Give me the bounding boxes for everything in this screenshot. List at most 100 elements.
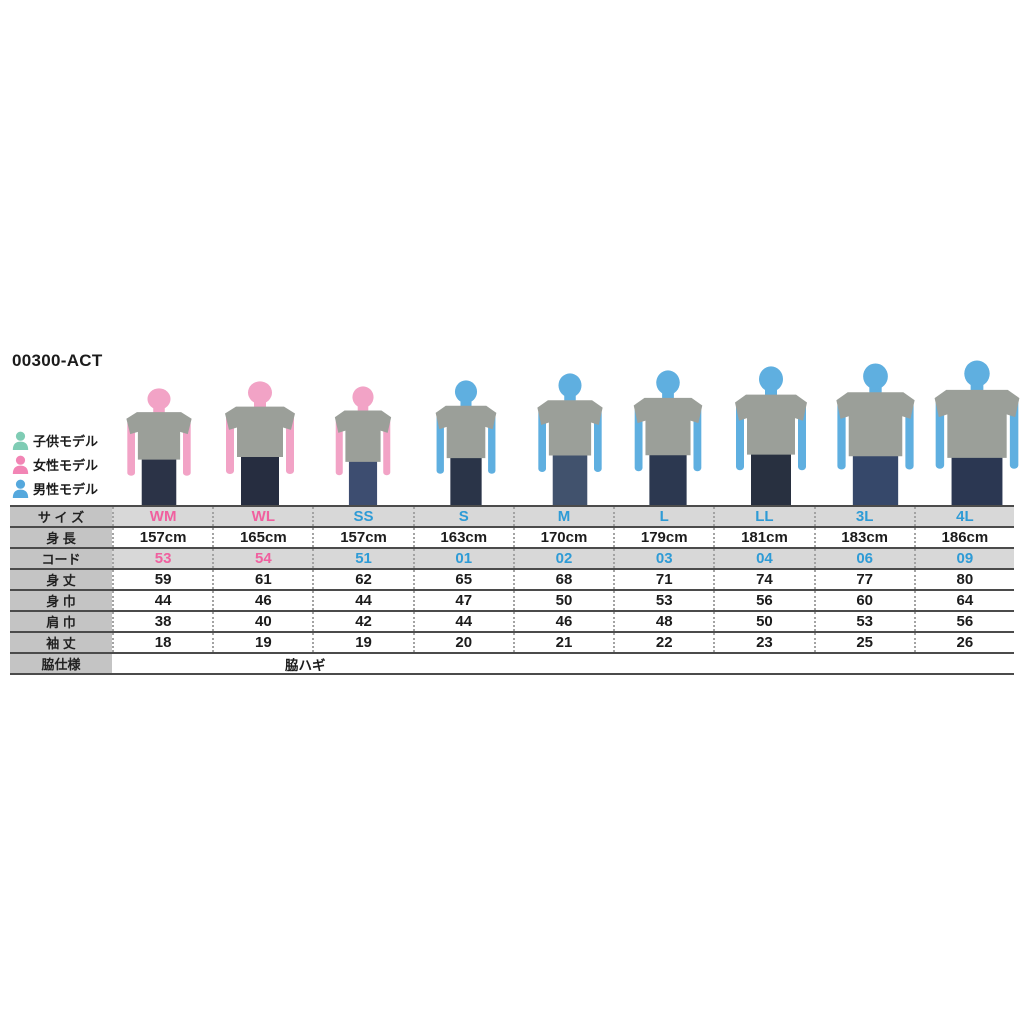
row-label: 袖 丈 [10, 633, 112, 652]
table-cell: 68 [512, 570, 614, 589]
table-cell: 22 [613, 633, 714, 652]
legend-label: 子供モデル [33, 434, 99, 449]
table-cell: 01 [412, 549, 513, 568]
table-cell: 54 [212, 549, 313, 568]
model-photo-3l [835, 363, 915, 505]
model-photos [0, 0, 1024, 505]
table-cell: M [512, 507, 614, 526]
row-label: 身 巾 [10, 591, 112, 610]
product-code: 00300-ACT [12, 351, 103, 370]
legend-item-1: 女性モデル [12, 455, 98, 474]
table-cell: 09 [913, 549, 1014, 568]
table-cell: 44 [112, 591, 213, 610]
table-cell: 71 [613, 570, 714, 589]
row-label: 脇仕様 [10, 654, 112, 673]
model-photo-ll [735, 366, 807, 505]
table-cell: 65 [412, 570, 513, 589]
legend-label: 男性モデル [33, 482, 99, 497]
table-row-4: 身 巾 44 46 44 47 50 53 56 60 64 [10, 591, 1014, 612]
table-cell: 18 [112, 633, 213, 652]
table-cell: 59 [112, 570, 213, 589]
table-cell: 179cm [613, 528, 714, 547]
table-cell: 157cm [312, 528, 413, 547]
table-cell: WL [212, 507, 313, 526]
table-row-0: サ イ ズ WM WL SS S M L LL 3L 4L [10, 507, 1014, 528]
table-cell: 21 [512, 633, 614, 652]
model-legend: 子供モデル女性モデル男性モデル [12, 431, 98, 498]
table-cell: L [613, 507, 714, 526]
table-cell: 03 [613, 549, 714, 568]
table-cell: 61 [212, 570, 313, 589]
table-cell: 04 [713, 549, 814, 568]
table-row-7: 脇仕様 脇ハギ [10, 654, 1014, 675]
table-cell: SS [312, 507, 413, 526]
table-cell: 46 [512, 612, 614, 631]
table-cell: 42 [312, 612, 413, 631]
table-cell: 50 [512, 591, 614, 610]
person-icon [12, 431, 29, 450]
table-cell: 170cm [512, 528, 614, 547]
table-cell: 3L [813, 507, 914, 526]
table-cell: WM [112, 507, 213, 526]
table-cell: 46 [212, 591, 313, 610]
table-row-5: 肩 巾 38 40 42 44 46 48 50 53 56 [10, 612, 1014, 633]
legend-item-2: 男性モデル [12, 479, 98, 498]
table-cell: 74 [713, 570, 814, 589]
table-row-2: コード 53 54 51 01 02 03 04 06 09 [10, 549, 1014, 570]
size-table: サ イ ズ WM WL SS S M L LL 3L 4L 身 長 157cm 165cm 157cm 16… [10, 505, 1014, 675]
table-cell: 38 [112, 612, 213, 631]
row-label: 肩 巾 [10, 612, 112, 631]
side-spec-value: 脇ハギ [112, 654, 1014, 673]
person-icon [12, 479, 29, 498]
table-cell: 53 [813, 612, 914, 631]
table-cell: 186cm [913, 528, 1014, 547]
table-cell: 53 [613, 591, 714, 610]
table-cell: 26 [913, 633, 1014, 652]
model-photo-ss [334, 386, 392, 505]
table-row-3: 身 丈 59 61 62 65 68 71 74 77 80 [10, 570, 1014, 591]
table-cell: LL [713, 507, 814, 526]
person-icon [12, 455, 29, 474]
table-cell: 56 [913, 612, 1014, 631]
table-cell: 165cm [212, 528, 313, 547]
table-cell: 47 [412, 591, 513, 610]
table-row-6: 袖 丈 18 19 19 20 21 22 23 25 26 [10, 633, 1014, 654]
table-cell: 06 [813, 549, 914, 568]
table-cell: 181cm [713, 528, 814, 547]
table-cell: 80 [913, 570, 1014, 589]
table-cell: 44 [412, 612, 513, 631]
model-photo-l [633, 370, 703, 505]
table-cell: 19 [212, 633, 313, 652]
table-cell: 50 [713, 612, 814, 631]
legend-item-0: 子供モデル [12, 431, 98, 450]
table-cell: 51 [312, 549, 413, 568]
legend-label: 女性モデル [33, 458, 99, 473]
table-cell: 157cm [112, 528, 213, 547]
model-photo-wm [126, 388, 192, 505]
table-cell: S [412, 507, 513, 526]
table-row-1: 身 長 157cm 165cm 157cm 163cm 170cm 179cm 181cm 18… [10, 528, 1014, 549]
table-cell: 23 [713, 633, 814, 652]
model-photo-m [537, 373, 603, 505]
table-cell: 64 [913, 591, 1014, 610]
table-cell: 44 [312, 591, 413, 610]
table-cell: 56 [713, 591, 814, 610]
table-cell: 02 [512, 549, 614, 568]
table-cell: 25 [813, 633, 914, 652]
table-cell: 163cm [412, 528, 513, 547]
model-photo-4l [934, 360, 1020, 505]
table-cell: 20 [412, 633, 513, 652]
row-label: サ イ ズ [10, 507, 112, 526]
table-cell: 48 [613, 612, 714, 631]
table-cell: 60 [813, 591, 914, 610]
table-cell: 19 [312, 633, 413, 652]
row-label: 身 丈 [10, 570, 112, 589]
model-photo-s [435, 380, 497, 505]
row-label: コード [10, 549, 112, 568]
table-cell: 53 [112, 549, 213, 568]
row-label: 身 長 [10, 528, 112, 547]
table-cell: 77 [813, 570, 914, 589]
table-cell: 183cm [813, 528, 914, 547]
table-cell: 62 [312, 570, 413, 589]
